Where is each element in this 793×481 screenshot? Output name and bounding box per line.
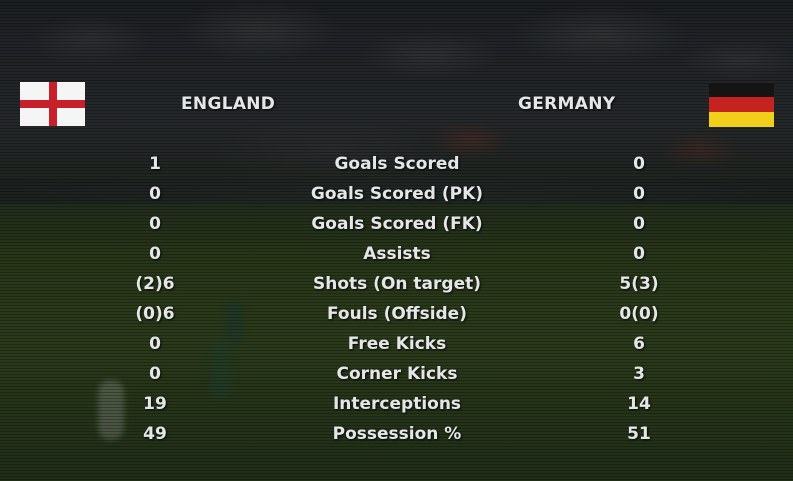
- away-stat-value: 0: [633, 184, 645, 204]
- stat-row-free-kicks: 0 Free Kicks 6: [0, 330, 793, 360]
- stat-label: Goals Scored: [334, 154, 460, 174]
- stat-label: Possession %: [332, 424, 462, 444]
- home-stat-value: (2)6: [135, 274, 175, 294]
- stat-label: Fouls (Offside): [327, 304, 467, 324]
- away-stat-value: 0: [633, 154, 645, 174]
- stat-row-possession: 49 Possession % 51: [0, 420, 793, 450]
- home-stat-value: 19: [143, 394, 167, 414]
- stat-label: Free Kicks: [347, 334, 447, 354]
- blurred-player: [98, 380, 124, 440]
- germany-flag-icon: [709, 83, 774, 127]
- stadium-crowd-background: [0, 0, 793, 190]
- england-flag-icon: [20, 82, 85, 126]
- stat-label: Goals Scored (PK): [310, 184, 484, 204]
- home-stat-value: 0: [149, 184, 161, 204]
- away-stat-value: 0(0): [619, 304, 659, 324]
- away-stat-value: 0: [633, 214, 645, 234]
- away-stat-value: 3: [633, 364, 645, 384]
- away-team-name: GERMANY: [518, 94, 616, 114]
- stat-row-goals-scored-pk: 0 Goals Scored (PK) 0: [0, 180, 793, 210]
- home-team-name: ENGLAND: [181, 94, 276, 114]
- home-stat-value: 1: [149, 154, 161, 174]
- home-stat-value: (0)6: [135, 304, 175, 324]
- stat-label: Shots (On target): [312, 274, 482, 294]
- stat-label: Goals Scored (FK): [311, 214, 483, 234]
- stats-table: 1 Goals Scored 0 0 Goals Scored (PK) 0 0…: [0, 150, 793, 450]
- away-stat-value: 6: [633, 334, 645, 354]
- flag-stripe-black: [709, 83, 774, 97]
- away-stat-value: 14: [627, 394, 651, 414]
- blurred-player: [225, 300, 243, 345]
- blurred-player: [210, 340, 232, 400]
- stat-row-fouls: (0)6 Fouls (Offside) 0(0): [0, 300, 793, 330]
- home-stat-value: 0: [149, 244, 161, 264]
- flag-stripe-gold: [709, 112, 774, 127]
- home-stat-value: 49: [143, 424, 167, 444]
- stat-label: Assists: [363, 244, 431, 264]
- stat-row-corner-kicks: 0 Corner Kicks 3: [0, 360, 793, 390]
- away-stat-value: 51: [627, 424, 651, 444]
- stat-row-goals-scored-fk: 0 Goals Scored (FK) 0: [0, 210, 793, 240]
- home-stat-value: 0: [149, 334, 161, 354]
- stat-row-goals-scored: 1 Goals Scored 0: [0, 150, 793, 180]
- advertising-boards: [0, 178, 793, 204]
- stat-row-interceptions: 19 Interceptions 14: [0, 390, 793, 420]
- away-stat-value: 5(3): [619, 274, 659, 294]
- stat-row-shots: (2)6 Shots (On target) 5(3): [0, 270, 793, 300]
- stat-label: Interceptions: [332, 394, 462, 414]
- stat-row-assists: 0 Assists 0: [0, 240, 793, 270]
- flag-cross-horizontal: [20, 100, 85, 108]
- home-stat-value: 0: [149, 214, 161, 234]
- flag-stripe-red: [709, 97, 774, 112]
- stat-label: Corner Kicks: [336, 364, 458, 384]
- away-stat-value: 0: [633, 244, 645, 264]
- home-stat-value: 0: [149, 364, 161, 384]
